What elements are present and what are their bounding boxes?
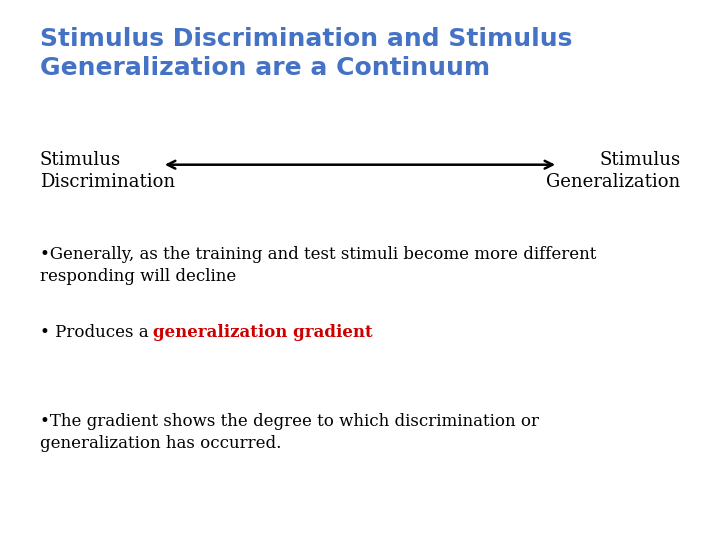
Text: •The gradient shows the degree to which discrimination or
generalization has occ: •The gradient shows the degree to which … (40, 413, 539, 453)
Text: • Produces a: • Produces a (40, 324, 153, 341)
Text: generalization gradient: generalization gradient (153, 324, 373, 341)
Text: Stimulus
Discrimination: Stimulus Discrimination (40, 151, 175, 191)
Text: Stimulus Discrimination and Stimulus
Generalization are a Continuum: Stimulus Discrimination and Stimulus Gen… (40, 27, 572, 80)
Text: •Generally, as the training and test stimuli become more different
responding wi: •Generally, as the training and test sti… (40, 246, 596, 285)
Text: Stimulus
Generalization: Stimulus Generalization (546, 151, 680, 191)
